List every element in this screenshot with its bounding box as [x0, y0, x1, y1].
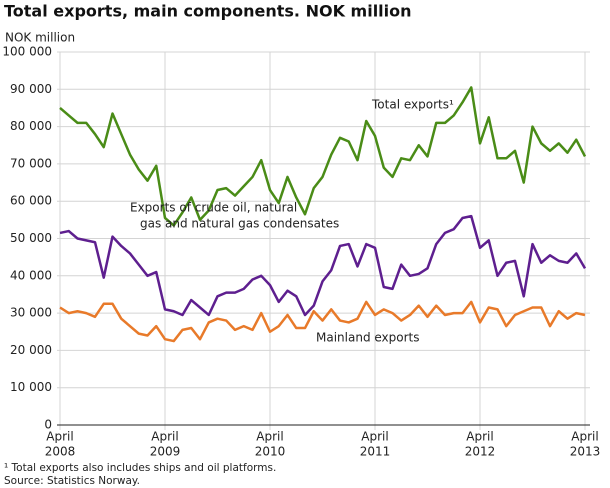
y-tick-label: 10 000 — [10, 380, 52, 394]
y-tick-label: 50 000 — [10, 231, 52, 245]
series-label: Exports of crude oil, natural — [130, 201, 297, 215]
x-tick-label: April — [46, 430, 73, 444]
y-tick-label: 70 000 — [10, 156, 52, 170]
y-tick-label: 80 000 — [10, 119, 52, 133]
x-tick-label: April — [571, 430, 598, 444]
y-tick-label: 0 — [44, 418, 52, 432]
y-tick-label: 90 000 — [10, 82, 52, 96]
series-line — [59, 214, 587, 317]
x-tick-label: April — [361, 430, 388, 444]
footnote: ¹ Total exports also includes ships and … — [4, 462, 276, 474]
x-tick-label: 2009 — [150, 445, 181, 459]
x-tick-label: April — [151, 430, 178, 444]
series-line — [59, 300, 586, 343]
series-line — [59, 86, 587, 227]
y-axis-label: NOK million — [5, 31, 75, 45]
y-tick-label: 30 000 — [10, 306, 52, 320]
x-tick-label: April — [256, 430, 283, 444]
chart-title: Total exports, main components. NOK mill… — [4, 2, 412, 21]
y-tick-label: 20 000 — [10, 343, 52, 357]
source: Source: Statistics Norway. — [4, 475, 140, 487]
x-tick-label: 2011 — [360, 445, 391, 459]
y-tick-label: 100 000 — [2, 45, 52, 59]
series-label: Mainland exports — [316, 331, 420, 345]
x-tick-label: April — [466, 430, 493, 444]
y-tick-label: 60 000 — [10, 194, 52, 208]
x-tick-label: 2012 — [465, 445, 496, 459]
y-tick-label: 40 000 — [10, 268, 52, 282]
x-tick-label: 2008 — [45, 445, 76, 459]
series-label: gas and natural gas condensates — [140, 217, 339, 231]
series-label: Total exports¹ — [371, 98, 454, 112]
x-tick-label: 2010 — [255, 445, 286, 459]
x-tick-label: 2013 — [570, 445, 601, 459]
